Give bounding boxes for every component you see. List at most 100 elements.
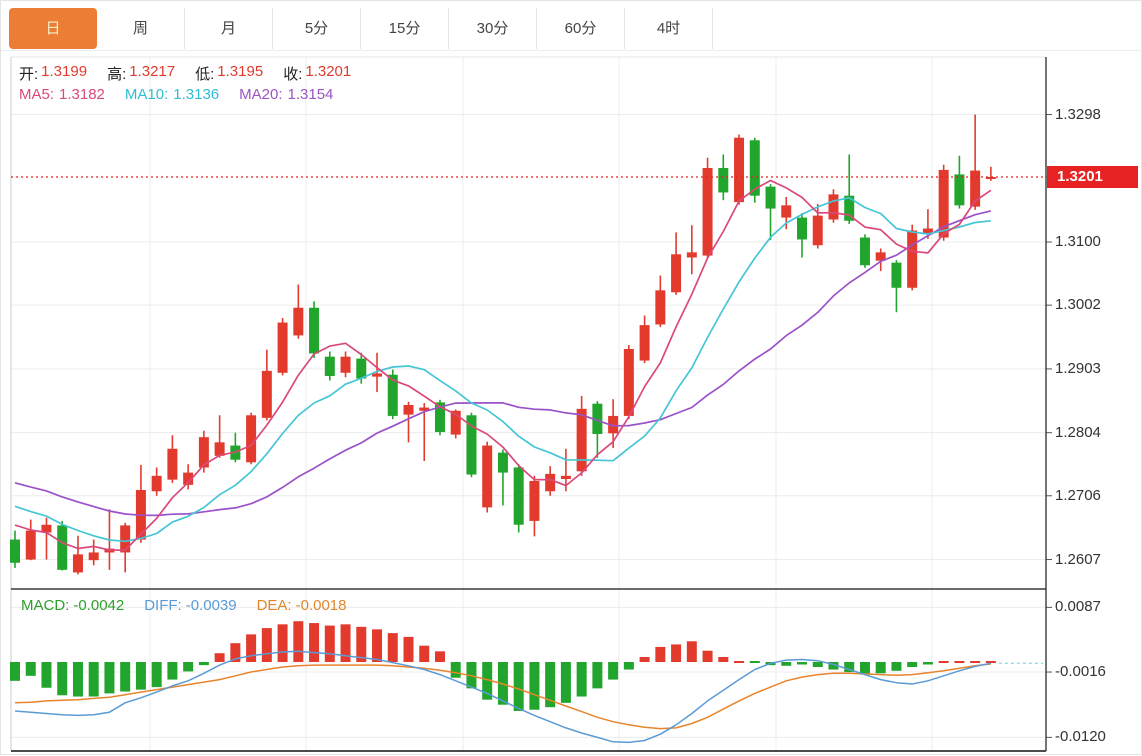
ma5-line — [14, 179, 992, 551]
candle-body — [938, 169, 949, 238]
diff-line — [14, 650, 992, 744]
candle-body — [340, 356, 351, 373]
macd-bar — [104, 662, 115, 694]
candle-body — [828, 194, 839, 220]
candle-body — [970, 170, 981, 207]
diff-value-readout: DIFF: -0.0039 — [144, 597, 236, 614]
high-value: 1.3217 — [129, 63, 176, 80]
axis-label: 1.2607 — [1055, 550, 1101, 568]
diff-value: -0.0039 — [185, 597, 237, 614]
macd-bar — [120, 662, 131, 692]
ma10-line — [14, 196, 991, 543]
macd-bar — [718, 656, 729, 662]
axis-label: -0.0016 — [1055, 663, 1106, 681]
macd-bar — [151, 662, 162, 688]
macd-bar — [608, 662, 619, 680]
macd-bar — [246, 634, 257, 662]
candle-body — [214, 442, 225, 456]
candle-body — [167, 448, 178, 480]
tab-4hour[interactable]: 4时 — [625, 8, 713, 49]
macd-bar — [985, 661, 996, 663]
macd-bar — [403, 636, 414, 662]
candle-body — [859, 237, 870, 266]
high-readout: 高: 1.3217 — [107, 63, 175, 84]
ma20-line — [14, 210, 992, 517]
tab-5min[interactable]: 5分 — [273, 8, 361, 49]
macd-bar — [25, 662, 36, 676]
macd-bar — [167, 662, 178, 680]
axis-label: 1.2903 — [1055, 359, 1101, 377]
ma5-value: 1.3182 — [59, 86, 105, 103]
axis-label: 1.3298 — [1055, 105, 1101, 123]
tab-week[interactable]: 周 — [97, 8, 185, 49]
macd-bar — [938, 661, 949, 663]
candle-body — [623, 348, 634, 416]
candle-body — [592, 403, 603, 434]
ohlc-readout: 开: 1.3199 高: 1.3217 低: 1.3195 收: 1.3201 — [19, 63, 351, 84]
dea-value: -0.0018 — [295, 597, 347, 614]
macd-bar — [214, 653, 225, 662]
macd-bar — [828, 662, 839, 670]
macd-bar — [198, 662, 209, 666]
macd-bar — [702, 650, 713, 662]
dea-line — [14, 663, 991, 730]
tab-day[interactable]: 日 — [9, 8, 97, 49]
close-value: 1.3201 — [305, 63, 352, 80]
macd-label: MACD: — [21, 597, 70, 614]
candle-body — [466, 415, 477, 475]
macd-bar — [372, 629, 383, 662]
candle-body — [608, 415, 619, 434]
macd-bar — [812, 662, 823, 668]
candle-body — [765, 186, 776, 209]
macd-bar — [434, 651, 445, 662]
high-label: 高: — [107, 66, 127, 83]
ma5-label: MA5: — [19, 86, 55, 103]
tab-15min[interactable]: 15分 — [361, 8, 449, 49]
candle-body — [88, 552, 99, 561]
macd-bar — [639, 656, 650, 662]
tab-60min[interactable]: 60分 — [537, 8, 625, 49]
macd-bar — [875, 662, 886, 674]
macd-value-readout: MACD: -0.0042 — [21, 597, 124, 614]
macd-bar — [277, 624, 288, 662]
axis-label: 1.3100 — [1055, 233, 1101, 251]
candle-body — [324, 356, 335, 376]
macd-bar — [340, 624, 351, 662]
macd-bar — [135, 662, 146, 690]
candle-body — [403, 404, 414, 415]
macd-bar — [907, 662, 918, 668]
timeframe-tabs: 日周月 5分 15分 30分 60分 4时 — [9, 8, 713, 49]
low-label: 低: — [195, 66, 215, 83]
axis-label: 0.0087 — [1055, 598, 1101, 616]
candle-body — [529, 480, 540, 521]
macd-bar — [560, 662, 571, 703]
candle-body — [734, 137, 745, 203]
macd-bar — [261, 628, 272, 662]
last-price-badge: 1.3201 — [1047, 166, 1138, 188]
macd-bar — [482, 662, 493, 700]
candle-body — [560, 475, 571, 480]
candle-body — [513, 467, 524, 525]
macd-readout: MACD: -0.0042 DIFF: -0.0039 DEA: -0.0018 — [21, 597, 346, 614]
tab-30min[interactable]: 30分 — [449, 8, 537, 49]
ma10-value: 1.3136 — [173, 86, 220, 103]
candle-body — [781, 205, 792, 218]
macd-bar — [513, 662, 524, 711]
axis-label: 1.2706 — [1055, 486, 1101, 504]
candle-body — [749, 140, 760, 196]
macd-bar — [576, 662, 587, 697]
macd-bar — [844, 662, 855, 673]
candle-body — [151, 475, 162, 492]
macd-bar — [891, 662, 902, 671]
candle-body — [875, 252, 886, 261]
macd-bar — [671, 644, 682, 662]
candle-body — [419, 407, 430, 411]
macd-bar — [57, 662, 68, 696]
macd-bar — [922, 662, 933, 665]
candle-body — [10, 539, 20, 563]
tab-month[interactable]: 月 — [185, 8, 273, 49]
candle-body — [387, 374, 398, 416]
axis-label: 1.2804 — [1055, 423, 1101, 441]
candle-body — [576, 408, 587, 472]
